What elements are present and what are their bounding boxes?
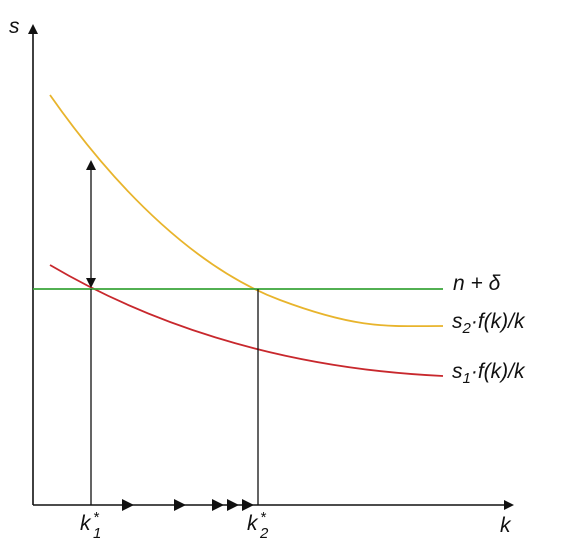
convergence-arrows xyxy=(122,499,254,511)
k2-sub: 2 xyxy=(259,525,269,542)
depreciation-label: n + δ xyxy=(453,272,501,295)
k2-sup: * xyxy=(260,509,267,526)
k2-label: k xyxy=(247,512,259,535)
label-sub: 2 xyxy=(462,320,472,337)
curve-s1-label: s1·f(k)/k xyxy=(452,360,526,387)
k1-sup: * xyxy=(93,509,100,526)
x-axis-label: k xyxy=(500,514,512,537)
label-tail: ·f(k)/k xyxy=(471,360,526,383)
curve-s2-label: s2·f(k)/k xyxy=(452,310,526,337)
k1-label: k xyxy=(80,512,92,535)
label-tail: ·f(k)/k xyxy=(471,310,526,333)
curve-s2 xyxy=(49,94,444,328)
y-axis-label: s xyxy=(9,15,20,38)
k1-sub: 1 xyxy=(93,525,101,542)
label-sub: 1 xyxy=(463,370,471,387)
label-base: s xyxy=(452,310,463,333)
label-base: s xyxy=(452,360,463,383)
curve-s1 xyxy=(49,264,444,377)
